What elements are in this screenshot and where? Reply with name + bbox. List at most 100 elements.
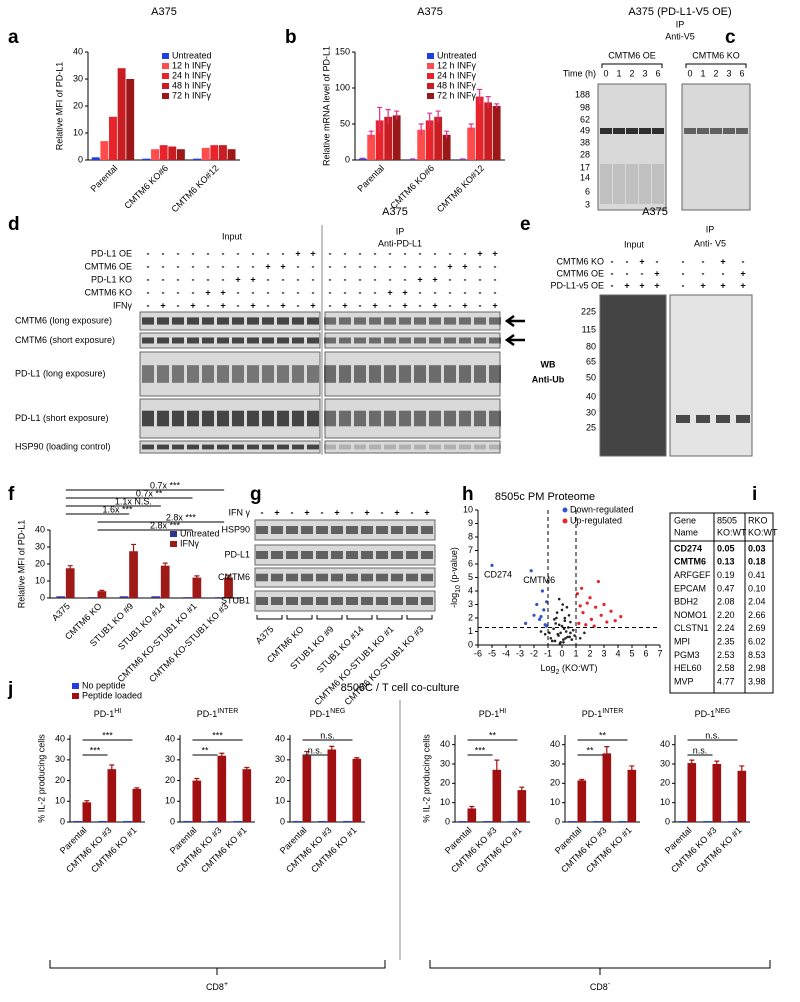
error-bar [304, 750, 310, 760]
y-tick-label: 10 [275, 796, 285, 806]
blot-band [361, 526, 373, 534]
blot-band [459, 365, 471, 383]
sign: - [359, 248, 362, 258]
chart-title-script: HI [114, 708, 121, 715]
bar [56, 596, 66, 598]
marker-label: 38 [580, 137, 590, 147]
blot-band [157, 410, 169, 427]
bar [618, 821, 627, 822]
point [557, 623, 561, 627]
sign: + [639, 280, 644, 290]
sign: + [235, 274, 240, 284]
sign: - [611, 256, 614, 266]
error-bar [394, 110, 400, 120]
table-cell: PGM3 [674, 650, 700, 660]
y-tick-label: 0 [280, 816, 285, 826]
sign: + [387, 287, 392, 297]
sign: - [374, 287, 377, 297]
blot-band [324, 317, 336, 325]
sign: - [329, 287, 332, 297]
blot-band [626, 128, 638, 134]
sign: - [359, 300, 362, 310]
blot-band [142, 444, 154, 450]
significance-label: 0.7x ** [136, 488, 163, 498]
marker-label: 188 [575, 89, 590, 99]
sign: - [359, 261, 362, 271]
table-header: 8505 [717, 515, 737, 525]
y-tick-label: 10 [35, 575, 45, 585]
blot-band [292, 317, 304, 325]
legend-label: 12 h INFγ [437, 60, 477, 70]
bar [192, 577, 202, 598]
blot-band [262, 444, 274, 450]
sign: - [222, 274, 225, 284]
bar [577, 780, 587, 822]
blot-band [429, 337, 441, 344]
lane-label: 3 [642, 68, 647, 78]
x-tick-label: -2 [530, 648, 538, 658]
sign: - [419, 248, 422, 258]
group-label-script: + [224, 981, 228, 988]
sign: - [419, 287, 422, 297]
y-tick-label: 0 [555, 816, 560, 826]
panel-letter: e [520, 214, 531, 235]
bar [417, 129, 426, 160]
sign: + [295, 248, 300, 258]
blot-band [277, 317, 289, 325]
chart-title: A375 [151, 6, 177, 18]
point [573, 634, 576, 637]
y-tick-label: 50 [340, 118, 350, 128]
point [564, 636, 567, 640]
error-bar [131, 543, 137, 559]
legend-label: Down-regulated [570, 504, 634, 514]
panel-letter: b [285, 27, 297, 48]
point [594, 605, 598, 609]
blot-band [399, 317, 411, 325]
blot-band [376, 597, 388, 605]
error-bar [377, 106, 383, 134]
sign: - [237, 287, 240, 297]
sign: - [479, 274, 482, 284]
point [554, 622, 557, 625]
blot-band [286, 526, 298, 534]
y-tick-label: 10 [165, 796, 175, 806]
y-tick-label: 20 [165, 775, 175, 785]
point [490, 563, 494, 567]
chart-title: A375 [417, 6, 443, 18]
blot-band [324, 337, 336, 344]
blot-band [406, 551, 418, 559]
y-tick-label: 30 [440, 758, 450, 768]
x-tick-label: 3 [601, 648, 606, 658]
legend-label: Untreated [172, 50, 212, 60]
blot-band [286, 573, 298, 582]
y-tick-label: 40 [550, 739, 560, 749]
sign: - [192, 274, 195, 284]
row-label: PD-L1-v5 OE [550, 280, 604, 290]
blot-band [331, 551, 343, 559]
significance-label: *** [90, 745, 101, 755]
sign: - [329, 261, 332, 271]
bar [107, 769, 117, 822]
blot-band [639, 164, 651, 204]
sign: - [312, 261, 315, 271]
point [542, 608, 546, 612]
sign: - [449, 248, 452, 258]
bar [168, 146, 177, 160]
point [584, 623, 588, 627]
blot-band [187, 410, 199, 427]
blot-band [406, 526, 418, 534]
sign: - [494, 261, 497, 271]
x-tick-label: -1 [544, 648, 552, 658]
error-bar [689, 759, 695, 766]
bar [467, 127, 476, 160]
legend-swatch [162, 83, 169, 89]
bar [218, 145, 227, 160]
bar [367, 134, 376, 160]
table-cell: 0.19 [717, 570, 735, 580]
blot-band [406, 597, 418, 605]
sign: - [267, 287, 270, 297]
blot-band [316, 573, 328, 582]
bar [508, 821, 517, 822]
bar [737, 770, 747, 822]
blot-band [652, 128, 664, 134]
